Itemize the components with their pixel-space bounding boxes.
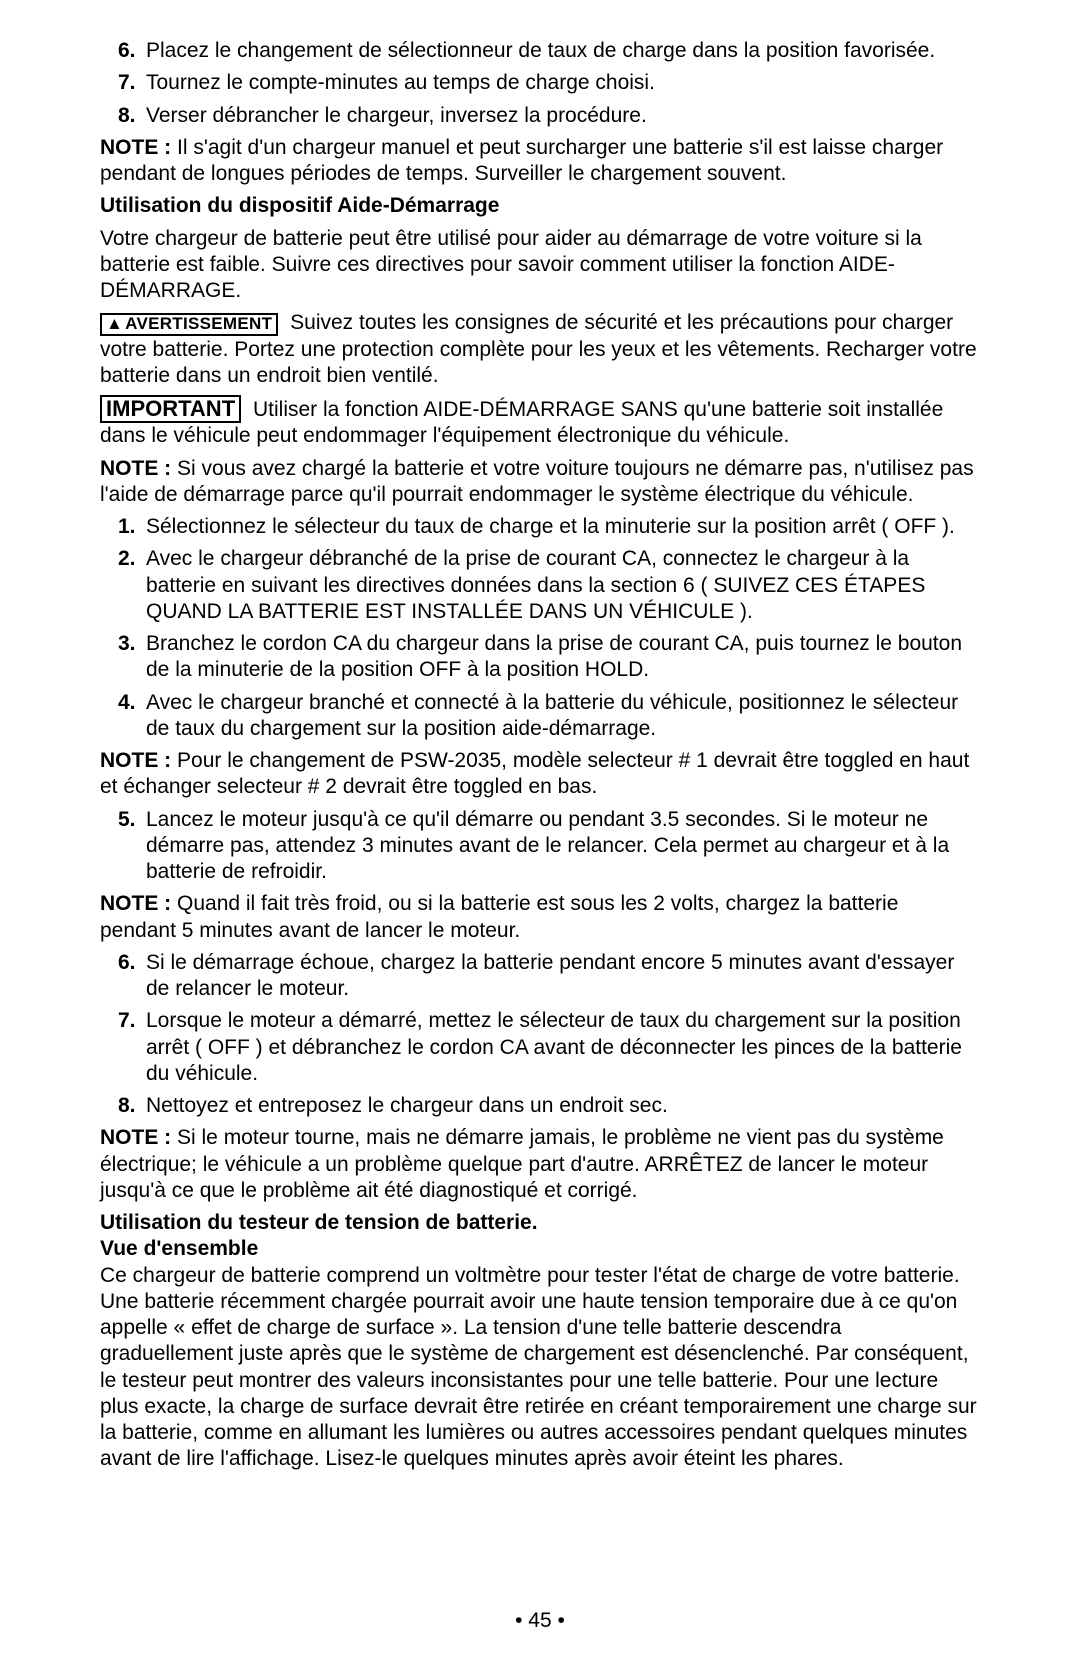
list-number: 8. [100,103,146,129]
list-text: Branchez le cordon CA du chargeur dans l… [146,631,980,684]
list-number: 3. [100,631,146,684]
list-text: Tournez le compte-minutes au temps de ch… [146,70,980,96]
list-item: 8. Nettoyez et entreposez le chargeur da… [100,1093,980,1119]
list-item: 2. Avec le chargeur débranché de la pris… [100,546,980,625]
list-text: Lancez le moteur jusqu'à ce qu'il démarr… [146,807,980,886]
note-label: NOTE : [100,457,171,480]
list-item: 1. Sélectionnez le sélecteur du taux de … [100,514,980,540]
list-number: 7. [100,1008,146,1087]
note-paragraph: NOTE : Il s'agit d'un chargeur manuel et… [100,135,980,188]
avertissement-badge: ▲AVERTISSEMENT [100,313,278,336]
body-paragraph: Ce chargeur de batterie comprend un volt… [100,1263,980,1473]
list-item: 6. Si le démarrage échoue, chargez la ba… [100,950,980,1003]
body-paragraph: Votre chargeur de batterie peut être uti… [100,226,980,305]
page-content: 6. Placez le changement de sélectionneur… [100,38,980,1473]
list-text: Placez le changement de sélectionneur de… [146,38,980,64]
section-subheading: Vue d'ensemble [100,1236,980,1262]
list-item: 8. Verser débrancher le chargeur, invers… [100,103,980,129]
note-text: Il s'agit d'un chargeur manuel et peut s… [100,136,943,185]
section-heading: Utilisation du dispositif Aide-Démarrage [100,193,980,219]
note-paragraph: NOTE : Quand il fait très froid, ou si l… [100,891,980,944]
note-text: Pour le changement de PSW-2035, modèle s… [100,749,969,798]
note-paragraph: NOTE : Si vous avez chargé la batterie e… [100,456,980,509]
list-text: Sélectionnez le sélecteur du taux de cha… [146,514,980,540]
list-number: 4. [100,690,146,743]
page-number: • 45 • [0,1609,1080,1633]
note-label: NOTE : [100,1126,171,1149]
warning-triangle-icon: ▲ [106,315,123,334]
section-heading: Utilisation du testeur de tension de bat… [100,1210,980,1236]
list-number: 1. [100,514,146,540]
list-item: 7. Tournez le compte-minutes au temps de… [100,70,980,96]
note-label: NOTE : [100,136,171,159]
list-text: Avec le chargeur branché et connecté à l… [146,690,980,743]
list-number: 2. [100,546,146,625]
important-badge: IMPORTANT [100,395,241,423]
note-text: Si vous avez chargé la batterie et votre… [100,457,974,506]
list-number: 6. [100,38,146,64]
manual-page: 6. Placez le changement de sélectionneur… [0,0,1080,1669]
list-text: Avec le chargeur débranché de la prise d… [146,546,980,625]
list-number: 7. [100,70,146,96]
note-label: NOTE : [100,892,171,915]
list-item: 6. Placez le changement de sélectionneur… [100,38,980,64]
list-item: 3. Branchez le cordon CA du chargeur dan… [100,631,980,684]
list-text: Lorsque le moteur a démarré, mettez le s… [146,1008,980,1087]
list-text: Si le démarrage échoue, chargez la batte… [146,950,980,1003]
list-item: 7. Lorsque le moteur a démarré, mettez l… [100,1008,980,1087]
note-text: Si le moteur tourne, mais ne démarre jam… [100,1126,944,1202]
warning-paragraph: ▲AVERTISSEMENT Suivez toutes les consign… [100,310,980,389]
list-number: 5. [100,807,146,886]
badge-label: AVERTISSEMENT [125,314,272,333]
note-paragraph: NOTE : Si le moteur tourne, mais ne déma… [100,1125,980,1204]
list-number: 8. [100,1093,146,1119]
note-label: NOTE : [100,749,171,772]
list-item: 4. Avec le chargeur branché et connecté … [100,690,980,743]
note-paragraph: NOTE : Pour le changement de PSW-2035, m… [100,748,980,801]
list-number: 6. [100,950,146,1003]
important-paragraph: IMPORTANT Utiliser la fonction AIDE-DÉMA… [100,395,980,450]
note-text: Quand il fait très froid, ou si la batte… [100,892,898,941]
list-item: 5. Lancez le moteur jusqu'à ce qu'il dém… [100,807,980,886]
list-text: Nettoyez et entreposez le chargeur dans … [146,1093,980,1119]
list-text: Verser débrancher le chargeur, inversez … [146,103,980,129]
